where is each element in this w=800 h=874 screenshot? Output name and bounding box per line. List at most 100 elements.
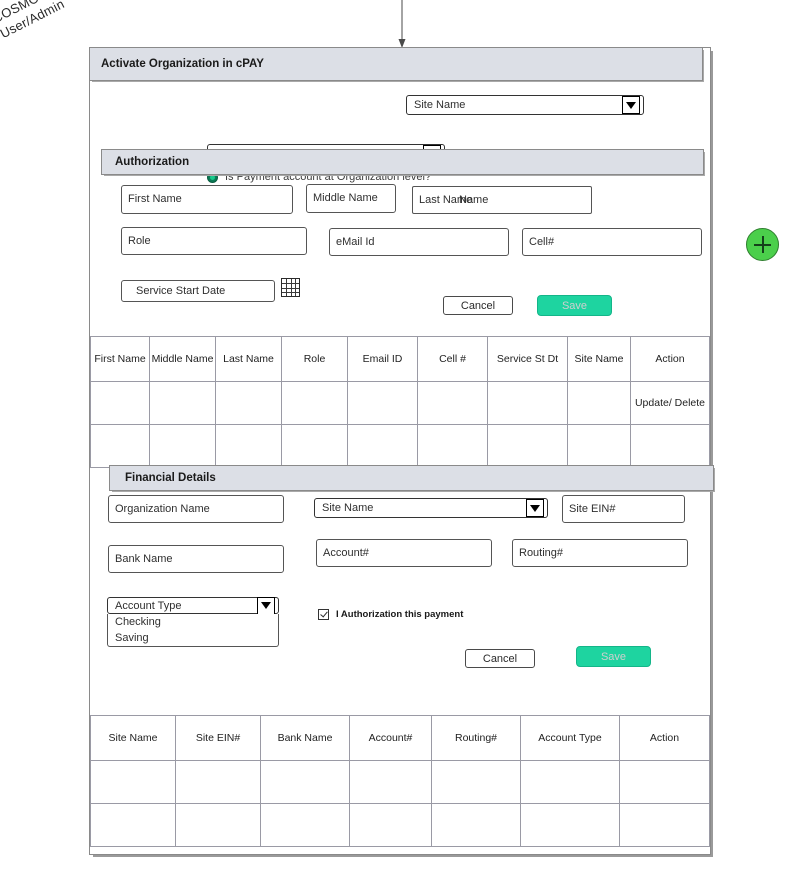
account-type-option[interactable]: Checking: [115, 616, 161, 628]
table-cell: [90, 760, 176, 804]
table-cell: [349, 803, 432, 847]
table-cell: [347, 381, 418, 425]
role-placeholder: Role: [128, 234, 151, 247]
row-action-cell[interactable]: Update/ Delete: [630, 381, 710, 425]
email-input[interactable]: eMail Id: [329, 228, 509, 256]
financial-details-heading: Financial Details: [125, 472, 216, 484]
email-placeholder: eMail Id: [336, 235, 375, 248]
column-header: Site Name: [567, 336, 631, 382]
table-row: Update/ Delete: [90, 381, 710, 425]
role-input[interactable]: Role: [121, 227, 307, 255]
column-header: Role: [281, 336, 348, 382]
table-cell: [90, 381, 150, 425]
authorize-payment-checkbox[interactable]: I Authorization this payment: [318, 609, 463, 620]
account-type-value: Account Type: [115, 599, 182, 612]
activate-organization-window: Activate Organization in cPAY Organizati…: [89, 47, 779, 855]
authorization-section-header: Authorization: [101, 149, 704, 175]
financial-table: Site Name Site EIN# Bank Name Account# Routi…: [90, 715, 710, 847]
table-cell: [260, 803, 350, 847]
diagram-annotation-label: COSMOS Super User/Admin: [0, 0, 67, 42]
page-title: Activate Organization in cPAY: [101, 58, 264, 70]
table-cell: [90, 424, 150, 468]
chevron-down-icon[interactable]: [526, 499, 544, 517]
plus-icon-vertical: [762, 236, 764, 253]
financial-table-body: [90, 760, 710, 847]
checkbox-checked-icon[interactable]: [318, 609, 329, 620]
financial-table-header-row: Site Name Site EIN# Bank Name Account# Routi…: [90, 715, 710, 761]
authorization-table-body: Update/ Delete: [90, 381, 710, 468]
column-header: Action: [630, 336, 710, 382]
table-cell: [630, 424, 710, 468]
column-header: Action: [619, 715, 710, 761]
first-name-input[interactable]: First Name: [121, 185, 293, 214]
table-cell: [349, 760, 432, 804]
table-cell: [567, 424, 631, 468]
account-type-option[interactable]: Saving: [115, 632, 149, 644]
financial-organization-name-input[interactable]: Organization Name: [108, 495, 284, 523]
site-name-select[interactable]: Site Name: [406, 95, 644, 115]
middle-name-input[interactable]: Middle Name: [306, 184, 396, 213]
table-cell: [281, 381, 348, 425]
service-start-date-placeholder: Service Start Date: [136, 284, 226, 297]
table-cell: [281, 424, 348, 468]
account-type-select[interactable]: Account Type: [107, 596, 279, 615]
site-ein-placeholder: Site EIN#: [569, 502, 616, 515]
authorization-table-header-row: First Name Middle Name Last Name Role Email …: [90, 336, 710, 382]
site-ein-input[interactable]: Site EIN#: [562, 495, 685, 523]
table-cell: [175, 760, 261, 804]
financial-save-label: Save: [600, 650, 627, 663]
chevron-down-icon[interactable]: [257, 596, 275, 615]
table-cell: [487, 381, 568, 425]
cell-input[interactable]: Cell#: [522, 228, 702, 256]
authorization-cancel-button[interactable]: Cancel: [443, 296, 513, 315]
last-name-overlap-text: Name: [459, 193, 489, 206]
bank-name-input[interactable]: Bank Name: [108, 545, 284, 573]
account-type-option-list[interactable]: Checking Saving: [107, 614, 279, 647]
bank-name-placeholder: Bank Name: [115, 552, 173, 565]
add-authorization-button[interactable]: [746, 228, 779, 261]
last-name-input[interactable]: Last Name Name: [412, 186, 592, 214]
chevron-down-icon[interactable]: [622, 96, 640, 114]
routing-number-input[interactable]: Routing#: [512, 539, 688, 567]
table-cell: [149, 381, 216, 425]
financial-site-name-value: Site Name: [322, 502, 374, 514]
financial-cancel-button[interactable]: Cancel: [465, 649, 535, 668]
first-name-placeholder: First Name: [128, 193, 182, 205]
site-name-select-value: Site Name: [414, 99, 466, 111]
authorization-cancel-label: Cancel: [460, 299, 496, 312]
column-header: Routing#: [431, 715, 521, 761]
financial-site-name-select[interactable]: Site Name: [314, 498, 548, 518]
table-cell: [215, 381, 282, 425]
financial-details-section-header: Financial Details: [109, 465, 714, 491]
table-cell: [619, 803, 710, 847]
authorize-payment-label: I Authorization this payment: [336, 609, 464, 620]
column-header: Middle Name: [149, 336, 216, 382]
table-row: [90, 760, 710, 804]
column-header: Cell #: [417, 336, 488, 382]
authorization-save-button[interactable]: Save: [537, 295, 612, 316]
table-cell: [347, 424, 418, 468]
authorization-save-label: Save: [561, 299, 588, 312]
cell-placeholder: Cell#: [529, 235, 555, 248]
last-name-placeholder: Last Name: [419, 193, 473, 206]
column-header: Site Name: [90, 715, 176, 761]
table-cell: [520, 803, 620, 847]
window-title-bar: Activate Organization in cPAY: [89, 47, 703, 81]
table-cell: [175, 803, 261, 847]
account-number-input[interactable]: Account#: [316, 539, 492, 567]
column-header: Service St Dt: [487, 336, 568, 382]
authorization-heading: Authorization: [115, 156, 190, 168]
financial-save-button[interactable]: Save: [576, 646, 651, 667]
service-start-date-input[interactable]: Service Start Date: [121, 280, 275, 302]
table-cell: [215, 424, 282, 468]
table-cell: [520, 760, 620, 804]
financial-organization-name-placeholder: Organization Name: [115, 502, 210, 515]
table-cell: [149, 424, 216, 468]
table-cell: [417, 424, 488, 468]
column-header: Email ID: [347, 336, 418, 382]
table-cell: [90, 803, 176, 847]
table-cell: [567, 381, 631, 425]
column-header: Site EIN#: [175, 715, 261, 761]
table-row: [90, 803, 710, 847]
calendar-icon[interactable]: [281, 278, 300, 297]
